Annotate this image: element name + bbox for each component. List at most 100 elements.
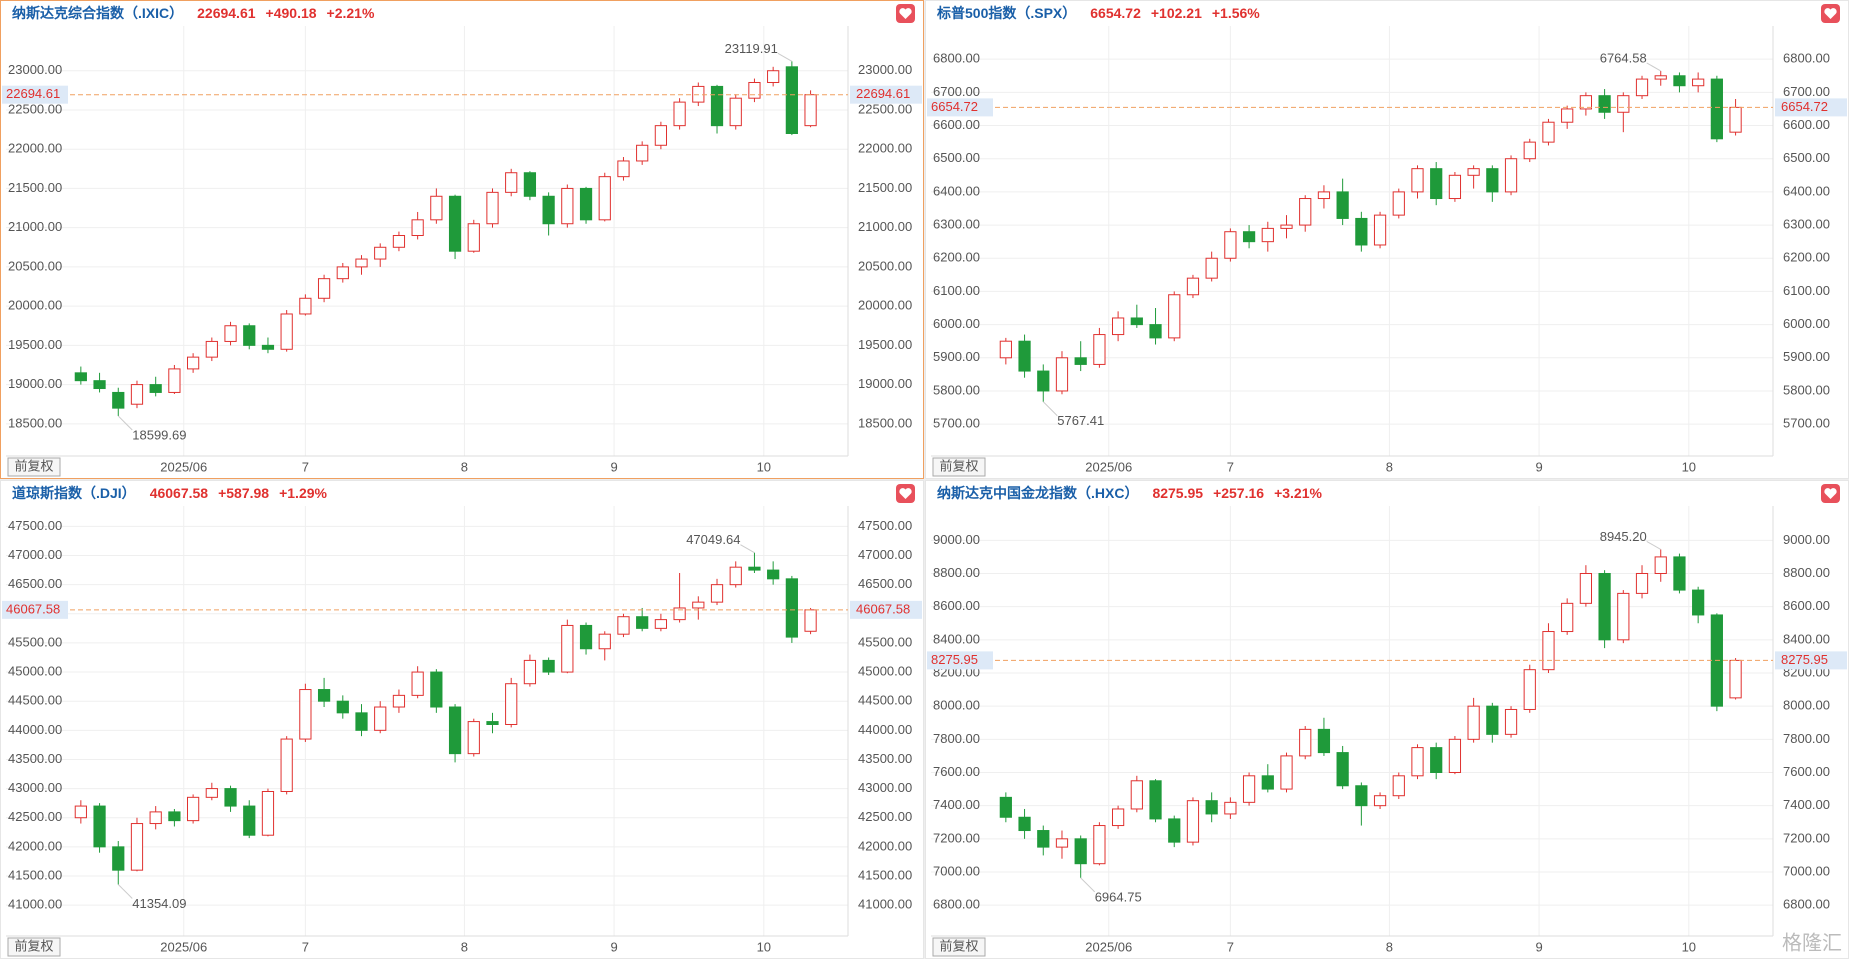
y-tick-label: 22000.00	[8, 141, 62, 156]
candle-body	[1093, 825, 1106, 865]
candle-body	[1598, 572, 1611, 641]
candle-body	[280, 738, 293, 793]
x-tick-label: 9	[1535, 939, 1542, 954]
y-tick-label: 45500.00	[8, 634, 62, 649]
candle-body	[1411, 747, 1424, 777]
y-tick-label: 7200.00	[933, 830, 980, 845]
y-tick-label: 19500.00	[8, 337, 62, 352]
candle-body	[542, 195, 555, 225]
candle-body	[1523, 669, 1536, 710]
favorite-button[interactable]	[896, 4, 915, 23]
adjust-button-bg[interactable]	[932, 937, 986, 957]
favorite-heart	[1824, 488, 1837, 499]
candle-body	[299, 689, 312, 740]
candle-body	[1186, 800, 1200, 843]
y-tick-label-right: 5900.00	[1783, 349, 1830, 364]
candle-body	[804, 609, 817, 632]
y-tick-label: 7000.00	[933, 863, 980, 878]
annotation-label: 6964.75	[1095, 889, 1142, 904]
candle-body	[186, 356, 200, 370]
candle-body	[1448, 738, 1462, 773]
adjust-button[interactable]: 前复权	[939, 458, 978, 473]
y-tick-label-right: 6500.00	[1783, 150, 1830, 165]
annotation-label: 8945.20	[1600, 529, 1647, 544]
favorite-button[interactable]	[1821, 484, 1840, 503]
candle-body	[243, 325, 256, 346]
y-tick-label-right: 6300.00	[1783, 217, 1830, 232]
y-tick-label-right: 6400.00	[1783, 183, 1830, 198]
candle-body	[74, 372, 87, 382]
candle-body	[1579, 95, 1593, 110]
candle-body	[1692, 589, 1705, 616]
candle-body	[1504, 708, 1518, 735]
adjust-button-bg[interactable]	[932, 457, 986, 477]
candle-body	[392, 235, 406, 248]
header-change: +490.18	[266, 5, 317, 21]
y-tick-label: 44000.00	[8, 722, 62, 737]
candle-body	[205, 340, 218, 358]
candle-body	[1486, 705, 1499, 735]
candle-body	[1561, 602, 1574, 633]
annotation-leader	[1080, 877, 1096, 893]
y-tick-label-right: 7800.00	[1783, 731, 1830, 746]
candle-body	[467, 721, 480, 755]
y-tick-label: 41000.00	[8, 897, 62, 912]
candle-body	[411, 219, 424, 237]
adjust-button[interactable]: 前复权	[14, 938, 53, 953]
candle-body	[130, 384, 144, 405]
candle-body	[243, 805, 256, 836]
candle-body	[168, 368, 181, 393]
y-tick-label-right: 44000.00	[858, 722, 912, 737]
candle-body	[785, 66, 798, 134]
candle-body	[355, 258, 368, 268]
y-tick-label: 6300.00	[933, 217, 980, 232]
candle-body	[317, 278, 331, 299]
x-tick-label: 2025/06	[1085, 459, 1132, 474]
candle-body	[1149, 324, 1162, 339]
adjust-button-bg[interactable]	[7, 937, 61, 957]
annotation-label: 18599.69	[132, 427, 186, 442]
candle-body	[168, 811, 181, 822]
y-tick-label: 43500.00	[8, 751, 62, 766]
adjust-button[interactable]: 前复权	[14, 458, 53, 473]
y-tick-label: 47500.00	[8, 518, 62, 533]
candle-body	[1205, 800, 1218, 815]
chart-panel: 纳斯达克综合指数（.IXIC） 22694.61 +490.18 +2.21% 1850…	[0, 0, 924, 479]
y-tick-label-right: 19500.00	[858, 337, 912, 352]
adjust-button-bg[interactable]	[7, 457, 61, 477]
y-tick-label: 22500.00	[8, 101, 62, 116]
candle-body	[1111, 317, 1125, 336]
candle-body	[112, 846, 125, 871]
x-tick-label: 10	[757, 939, 771, 954]
favorite-button[interactable]	[1821, 4, 1840, 23]
candle-body	[673, 101, 686, 127]
x-tick-label: 8	[461, 939, 468, 954]
x-tick-label: 7	[1227, 939, 1234, 954]
candle-body	[1355, 217, 1368, 246]
y-tick-label: 6700.00	[933, 84, 980, 99]
candle-body	[1729, 659, 1742, 699]
candle-body	[1018, 816, 1031, 832]
y-tick-label: 6400.00	[933, 183, 980, 198]
candle-body	[448, 706, 462, 755]
candle-body	[1654, 75, 1667, 80]
favorite-button[interactable]	[896, 484, 915, 503]
header-title: 道琼斯指数（.DJI）	[12, 485, 136, 501]
candle-body	[767, 569, 780, 580]
panel-header: 道琼斯指数（.DJI） 46067.58 +587.98 +1.29%	[12, 485, 328, 501]
header-change: +102.21	[1151, 5, 1202, 21]
y-tick-label: 41500.00	[8, 867, 62, 882]
price-tag: 8275.95	[931, 652, 978, 667]
candle-body	[112, 391, 125, 409]
candle-body	[1261, 227, 1274, 243]
candle-body	[785, 578, 798, 638]
annotation-leader	[117, 415, 133, 431]
x-tick-label: 10	[757, 459, 771, 474]
x-tick-label: 2025/06	[160, 459, 207, 474]
candle-body	[1055, 838, 1069, 848]
candle-body	[617, 616, 630, 635]
candle-body	[1467, 705, 1480, 740]
adjust-button[interactable]: 前复权	[939, 938, 978, 953]
